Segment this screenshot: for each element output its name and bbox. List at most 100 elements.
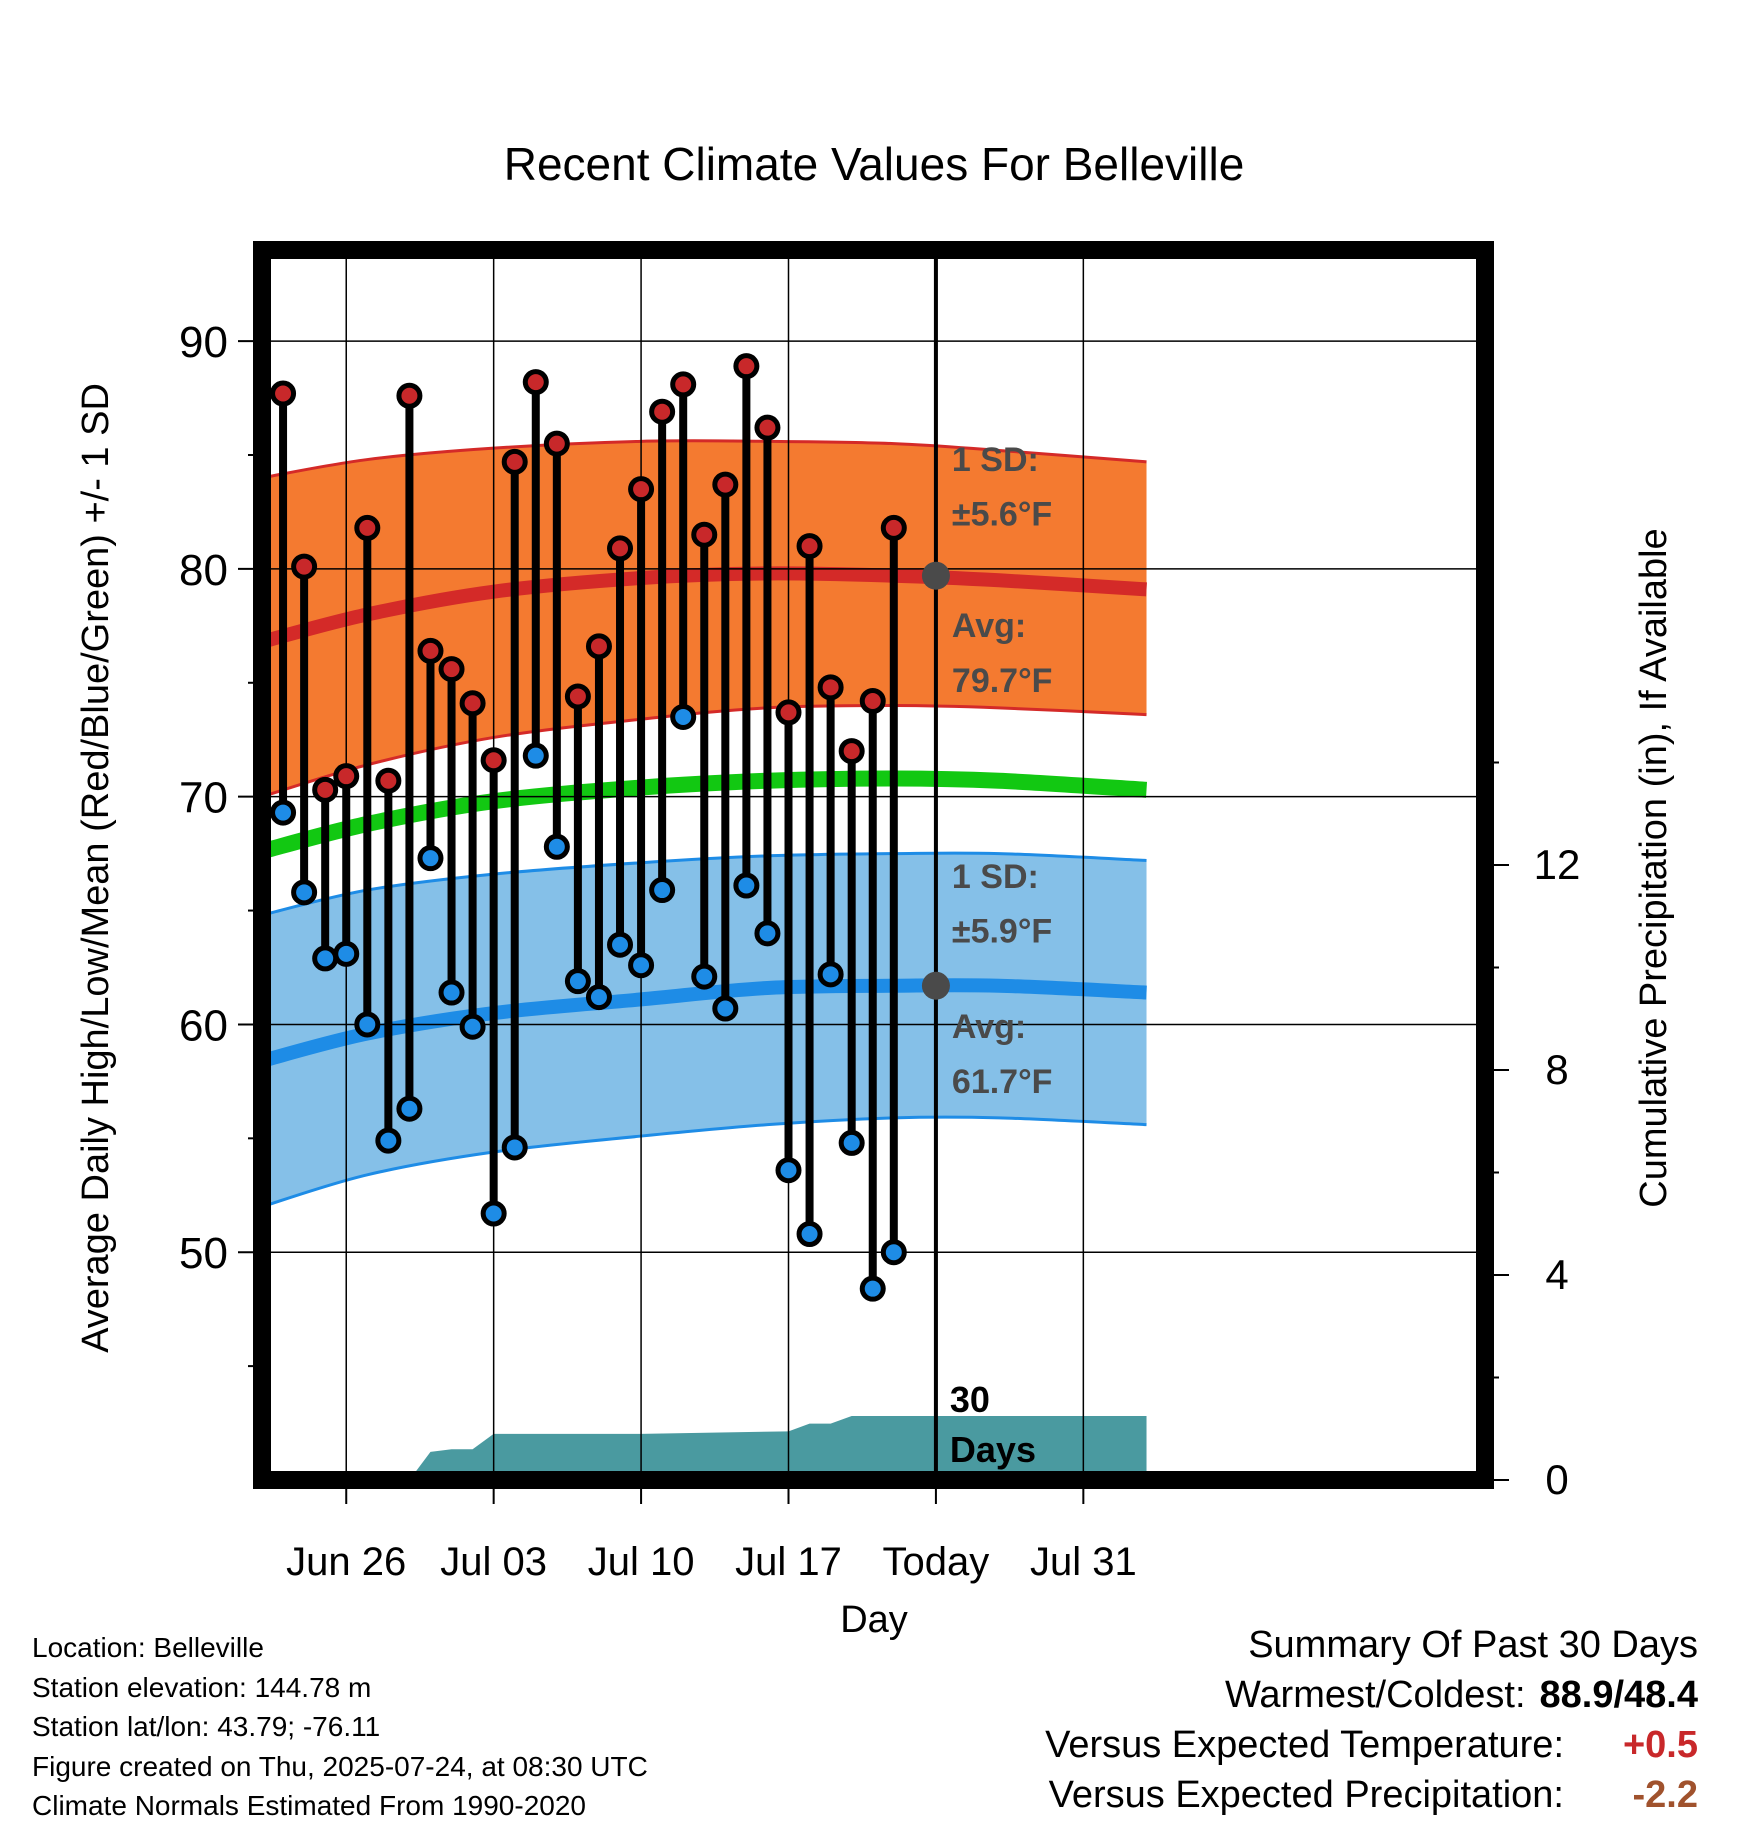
normal-high-upper-edge (262, 439, 1147, 480)
daily-high-point (838, 738, 865, 765)
high-sd-value: ±5.6°F (952, 496, 1052, 534)
y2-axis-label: Cumulative Precipitation (in), If Availa… (1633, 528, 1675, 1207)
summary-title: Summary Of Past 30 Days (1248, 1624, 1698, 1666)
daily-high-point (417, 637, 444, 664)
metadata-latlon: Station lat/lon: 43.79; -76.11 (32, 1711, 381, 1742)
daily-high-point (628, 476, 655, 503)
x-tick-label: Jul 03 (440, 1540, 547, 1584)
summary-panel: Summary Of Past 30 Days Warmest/Coldest:… (1045, 1620, 1698, 1820)
daily-high-point (564, 683, 591, 710)
daily-low-point (459, 1013, 486, 1040)
high-sd-label: 1 SD: (952, 441, 1039, 479)
daily-high-point (817, 674, 844, 701)
x-tick-label: Jun 26 (286, 1540, 406, 1584)
y2-tick-label: 0 (1545, 1456, 1568, 1503)
metadata-location: Location: Belleville (32, 1632, 264, 1663)
daily-low-point (880, 1239, 907, 1266)
daily-low-point (754, 920, 781, 947)
daily-low-point (859, 1275, 886, 1302)
daily-low-point (291, 879, 318, 906)
y-tick-label: 50 (179, 1229, 228, 1278)
y-axis-ticks: 50 60 70 80 90 (179, 318, 262, 1368)
summary-temp-departure: Versus Expected Temperature: +0.5 (1045, 1720, 1698, 1770)
daily-high-point (691, 521, 718, 548)
daily-low-point (585, 984, 612, 1011)
daily-high-point (880, 514, 907, 541)
y-axis-label: Average Daily High/Low/Mean (Red/Blue/Gr… (75, 383, 117, 1353)
daily-low-point (838, 1129, 865, 1156)
y2-tick-label: 8 (1545, 1046, 1568, 1093)
x-axis-label: Day (840, 1599, 908, 1641)
daily-high-point (543, 430, 570, 457)
today-high-normal-marker (921, 561, 950, 590)
daily-high-point (333, 763, 360, 790)
precip-departure-value: -2.2 (1632, 1774, 1698, 1816)
daily-low-point (649, 877, 676, 904)
daily-low-point (691, 963, 718, 990)
daily-high-point (270, 380, 297, 407)
high-avg-label: Avg: (952, 607, 1026, 645)
daily-high-point (522, 369, 549, 396)
daily-low-point (480, 1200, 507, 1227)
daily-high-point (459, 690, 486, 717)
daily-low-point (417, 845, 444, 872)
daily-high-point (649, 398, 676, 425)
x-tick-label: Jul 31 (1030, 1540, 1137, 1584)
daily-low-point (312, 945, 339, 972)
low-sd-label: 1 SD: (952, 858, 1039, 896)
x-tick-label: Today (883, 1540, 990, 1584)
daily-high-point (733, 353, 760, 380)
daily-low-point (438, 979, 465, 1006)
daily-high-point (354, 514, 381, 541)
warmest-coldest-label: Warmest/Coldest: (1224, 1674, 1526, 1716)
daily-low-point (396, 1095, 423, 1122)
summary-precip-departure: Versus Expected Precipitation: -2.2 (1045, 1770, 1698, 1820)
temp-departure-label: Versus Expected Temperature: (1045, 1724, 1564, 1766)
daily-high-point (796, 533, 823, 560)
daily-high-point (670, 371, 697, 398)
daily-low-point (712, 995, 739, 1022)
daily-low-point (775, 1157, 802, 1184)
daily-high-point (312, 776, 339, 803)
metadata-normals: Climate Normals Estimated From 1990-2020 (32, 1790, 586, 1821)
daily-observations (270, 353, 907, 1302)
daily-low-point (501, 1134, 528, 1161)
daily-low-point (270, 799, 297, 826)
daily-high-point (585, 633, 612, 660)
today-label-line1: 30 (950, 1379, 990, 1420)
daily-low-point (375, 1127, 402, 1154)
low-sd-value: ±5.9°F (952, 912, 1052, 950)
station-metadata: Location: Belleville Station elevation: … (32, 1628, 648, 1826)
daily-high-point (480, 747, 507, 774)
daily-high-point (607, 535, 634, 562)
x-tick-label: Jul 10 (588, 1540, 695, 1584)
daily-high-point (396, 382, 423, 409)
daily-high-point (775, 699, 802, 726)
high-avg-value: 79.7°F (952, 662, 1053, 700)
daily-low-point (522, 742, 549, 769)
precipitation-area (262, 1415, 1147, 1480)
x-axis-ticks: Jun 26 Jul 03 Jul 10 Jul 17 Today Jul 31 (286, 1480, 1137, 1584)
daily-low-point (733, 872, 760, 899)
metadata-elevation: Station elevation: 144.78 m (32, 1671, 372, 1703)
daily-low-point (607, 931, 634, 958)
daily-high-point (712, 471, 739, 498)
daily-high-point (754, 414, 781, 441)
low-avg-value: 61.7°F (952, 1063, 1053, 1101)
today-low-normal-marker (921, 971, 950, 1000)
y-tick-label: 70 (179, 774, 228, 823)
daily-high-point (859, 688, 886, 714)
normal-low-lower-edge (262, 1115, 1147, 1209)
daily-low-point (333, 940, 360, 967)
summary-warmest-coldest: Warmest/Coldest: 88.9/48.4 (1045, 1670, 1698, 1720)
metadata-created: Figure created on Thu, 2025-07-24, at 08… (32, 1750, 648, 1782)
y-tick-label: 80 (179, 546, 228, 595)
daily-high-point (375, 767, 402, 794)
precip-departure-label: Versus Expected Precipitation: (1048, 1774, 1564, 1816)
y2-tick-label: 4 (1545, 1251, 1568, 1298)
low-avg-label: Avg: (952, 1008, 1026, 1046)
daily-low-point (817, 961, 844, 988)
daily-low-point (564, 968, 591, 995)
y2-tick-label: 12 (1534, 841, 1581, 888)
